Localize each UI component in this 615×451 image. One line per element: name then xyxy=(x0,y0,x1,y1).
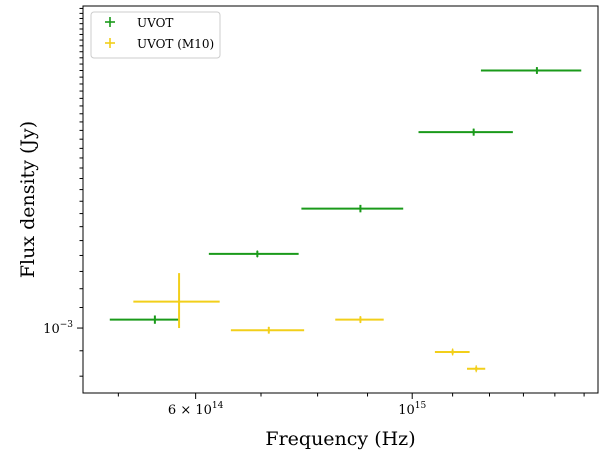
minor-ticks xyxy=(79,7,585,397)
x-tick-label: 6 × 1014 xyxy=(168,401,224,418)
data-point xyxy=(230,326,305,334)
series-uvot-m10 xyxy=(133,273,486,373)
legend-marker-uvot xyxy=(105,17,115,27)
legend: UVOT UVOT (M10) xyxy=(90,11,221,59)
legend-box xyxy=(90,11,221,59)
legend-label-uvot-m10: UVOT (M10) xyxy=(137,37,214,51)
data-point xyxy=(434,348,470,356)
x-tick-label: 1015 xyxy=(398,401,426,418)
y-axis-ticks: 10−3 xyxy=(43,320,83,337)
y-axis-label: Flux density (Jy) xyxy=(17,121,39,278)
series-uvot xyxy=(109,66,582,324)
y-tick-label: 10−3 xyxy=(43,320,73,337)
data-point xyxy=(301,204,404,213)
data-point xyxy=(418,128,513,136)
data-point xyxy=(133,273,220,329)
data-point xyxy=(208,250,299,258)
plot-area-frame xyxy=(82,5,599,394)
series-layer xyxy=(109,66,582,373)
data-point xyxy=(480,66,582,74)
legend-marker-uvot-m10 xyxy=(105,38,115,48)
data-point xyxy=(109,315,180,324)
data-point xyxy=(335,316,384,324)
x-axis-ticks: 6 × 1014 1015 xyxy=(168,393,426,418)
data-point xyxy=(467,365,486,373)
x-axis-label: Frequency (Hz) xyxy=(265,428,415,450)
legend-label-uvot: UVOT xyxy=(137,16,173,30)
